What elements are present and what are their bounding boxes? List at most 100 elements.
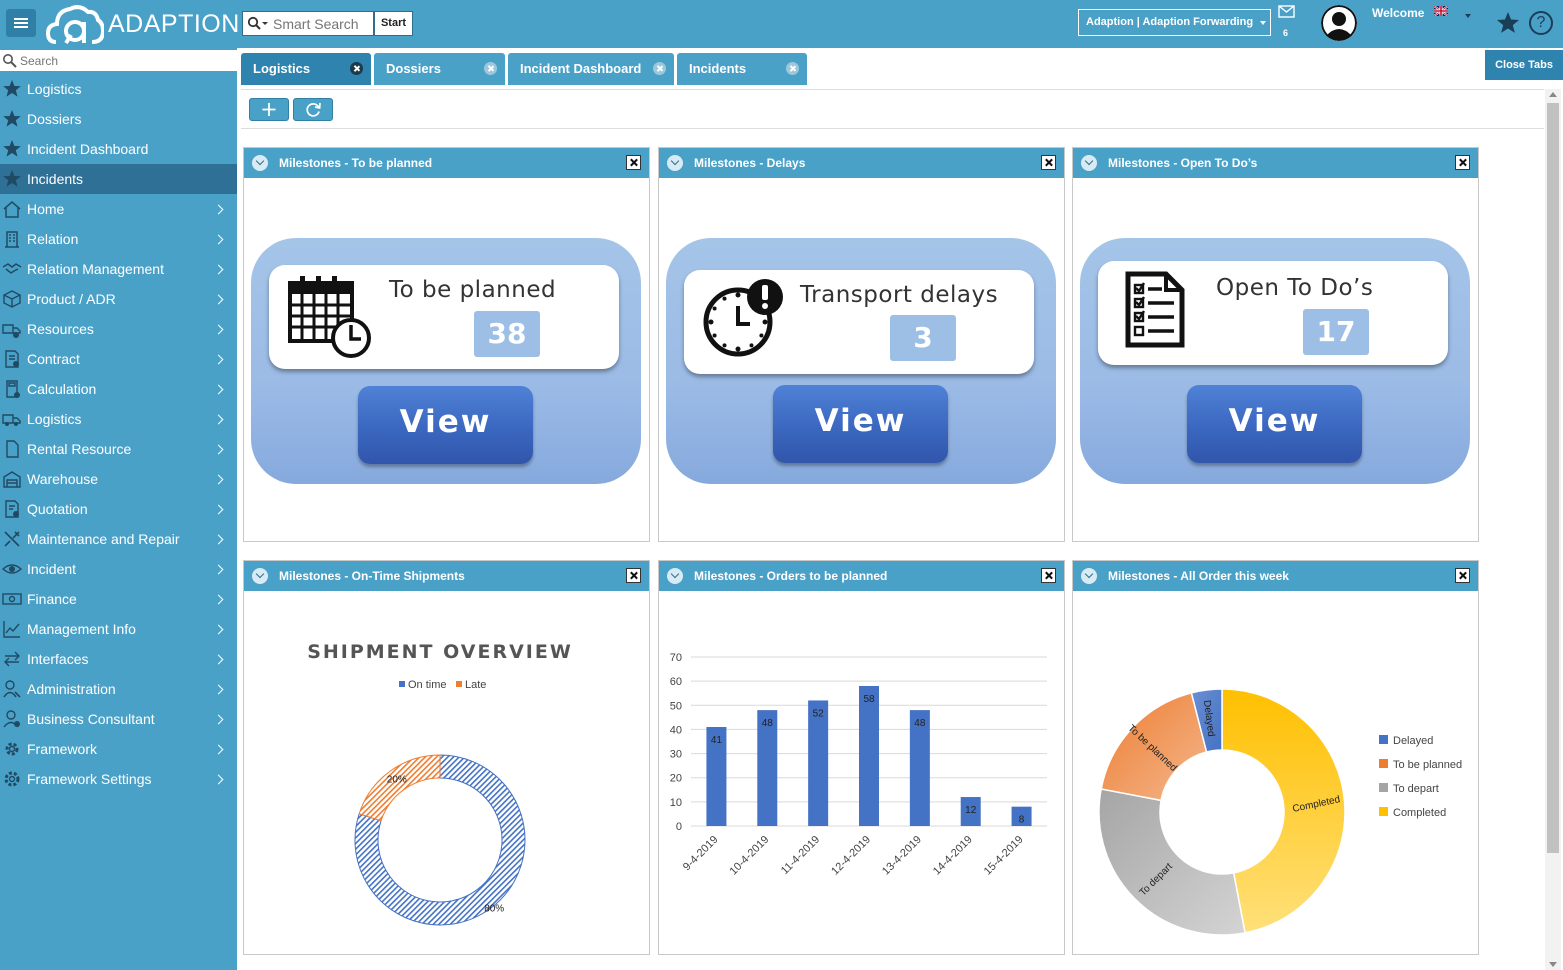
- collapse-toggle-icon[interactable]: [252, 568, 268, 584]
- x-tick-label: 10-4-2019: [727, 834, 771, 878]
- sidebar-item-label: Dossiers: [27, 111, 82, 127]
- add-widget-button[interactable]: [249, 98, 289, 121]
- legend-label: Completed: [1393, 807, 1446, 819]
- close-widget-icon[interactable]: [1455, 568, 1470, 583]
- sidebar-item-incidents[interactable]: Incidents: [0, 164, 237, 194]
- view-button[interactable]: View: [1187, 385, 1362, 463]
- sidebar-search-box[interactable]: [0, 50, 237, 71]
- sidebar-item-incident[interactable]: Incident: [0, 554, 237, 584]
- widget-title: Milestones - On-Time Shipments: [279, 569, 465, 583]
- help-icon[interactable]: ?: [1529, 11, 1553, 35]
- welcome-label[interactable]: Welcome: [1372, 6, 1425, 20]
- kpi-panel: Open To Do’s 17 View: [1080, 238, 1470, 484]
- view-button[interactable]: View: [358, 386, 533, 464]
- y-tick-label: 30: [670, 749, 682, 761]
- close-tab-icon[interactable]: [786, 62, 799, 75]
- app-logo[interactable]: ADAPTION: [46, 2, 240, 46]
- sidebar-item-logistics[interactable]: Logistics: [0, 404, 237, 434]
- hamburger-menu-button[interactable]: [6, 9, 36, 37]
- sidebar-item-label: Logistics: [27, 81, 82, 97]
- chevron-right-icon: [213, 414, 224, 425]
- gears-icon: [4, 771, 20, 787]
- chevron-right-icon: [213, 594, 224, 605]
- vertical-scrollbar[interactable]: [1545, 89, 1561, 970]
- tab-logistics[interactable]: Logistics: [241, 53, 371, 85]
- sidebar-item-relation[interactable]: Relation: [0, 224, 237, 254]
- tab-incident-dashboard[interactable]: Incident Dashboard: [508, 53, 674, 85]
- calculator-icon: [6, 380, 20, 398]
- widget-header: Milestones - Delays: [659, 148, 1064, 178]
- sidebar-item-relation-management[interactable]: Relation Management: [0, 254, 237, 284]
- chevron-right-icon: [213, 714, 224, 725]
- smart-search-input[interactable]: [273, 14, 371, 34]
- sidebar-item-finance[interactable]: Finance: [0, 584, 237, 614]
- sidebar-item-label: Home: [27, 201, 65, 217]
- mail-icon[interactable]: [1278, 5, 1295, 18]
- sidebar-item-maintenance-and-repair[interactable]: Maintenance and Repair: [0, 524, 237, 554]
- sidebar-item-interfaces[interactable]: Interfaces: [0, 644, 237, 674]
- sidebar-item-logistics[interactable]: Logistics: [0, 74, 237, 104]
- scroll-down-icon[interactable]: [1549, 962, 1557, 967]
- close-tabs-button[interactable]: Close Tabs: [1485, 50, 1563, 80]
- close-widget-icon[interactable]: [626, 568, 641, 583]
- collapse-toggle-icon[interactable]: [1081, 568, 1097, 584]
- uk-flag-icon[interactable]: [1434, 6, 1448, 16]
- sidebar-item-home[interactable]: Home: [0, 194, 237, 224]
- user-menu-caret-icon[interactable]: [1465, 14, 1471, 18]
- sidebar-item-resources[interactable]: Resources: [0, 314, 237, 344]
- scrollbar-thumb[interactable]: [1547, 103, 1559, 853]
- sidebar-item-label: Framework: [27, 741, 98, 757]
- close-widget-icon[interactable]: [1455, 155, 1470, 170]
- y-tick-label: 20: [670, 773, 682, 785]
- user-avatar[interactable]: [1321, 5, 1357, 41]
- sidebar-item-calculation[interactable]: Calculation: [0, 374, 237, 404]
- sidebar-item-warehouse[interactable]: Warehouse: [0, 464, 237, 494]
- y-tick-label: 60: [670, 676, 682, 688]
- smart-search-box[interactable]: [242, 11, 374, 36]
- chevron-right-icon: [213, 384, 224, 395]
- organization-select[interactable]: Adaption | Adaption Forwarding: [1078, 9, 1271, 36]
- sidebar-item-dossiers[interactable]: Dossiers: [0, 104, 237, 134]
- kpi-value: 38: [474, 311, 540, 357]
- tab-dossiers[interactable]: Dossiers: [374, 53, 505, 85]
- tab-incidents[interactable]: Incidents: [677, 53, 807, 85]
- close-widget-icon[interactable]: [1041, 568, 1056, 583]
- sidebar-item-administration[interactable]: Administration: [0, 674, 237, 704]
- collapse-toggle-icon[interactable]: [667, 568, 683, 584]
- sidebar-search-input[interactable]: [20, 52, 220, 69]
- chevron-right-icon: [213, 324, 224, 335]
- close-tab-icon[interactable]: [653, 62, 666, 75]
- close-widget-icon[interactable]: [626, 155, 641, 170]
- sidebar-item-contract[interactable]: Contract: [0, 344, 237, 374]
- chevron-right-icon: [213, 354, 224, 365]
- search-dropdown-icon[interactable]: [247, 16, 269, 32]
- kpi-value: 3: [890, 315, 956, 361]
- sidebar-item-label: Framework Settings: [27, 771, 152, 787]
- kpi-card: Transport delays 3: [684, 270, 1034, 374]
- favorites-star-icon[interactable]: [1495, 11, 1521, 35]
- y-tick-label: 0: [676, 821, 682, 833]
- refresh-button[interactable]: [293, 98, 333, 121]
- sidebar-item-framework-settings[interactable]: Framework Settings: [0, 764, 237, 794]
- collapse-toggle-icon[interactable]: [1081, 155, 1097, 171]
- close-tab-icon[interactable]: [350, 62, 363, 75]
- sidebar-item-quotation[interactable]: Quotation: [0, 494, 237, 524]
- line-chart-icon: [3, 621, 20, 638]
- sidebar-item-label: Business Consultant: [27, 711, 155, 727]
- sidebar-item-incident-dashboard[interactable]: Incident Dashboard: [0, 134, 237, 164]
- sidebar-item-label: Management Info: [27, 621, 136, 637]
- legend-label: On time: [408, 679, 447, 691]
- collapse-toggle-icon[interactable]: [252, 155, 268, 171]
- start-search-button[interactable]: Start: [374, 11, 413, 36]
- sidebar-item-business-consultant[interactable]: Business Consultant: [0, 704, 237, 734]
- sidebar-item-management-info[interactable]: Management Info: [0, 614, 237, 644]
- sidebar: Logistics Dossiers Incident Dashboard Incid…: [0, 48, 237, 970]
- sidebar-item-rental-resource[interactable]: Rental Resource: [0, 434, 237, 464]
- sidebar-item-product-adr[interactable]: Product / ADR: [0, 284, 237, 314]
- collapse-toggle-icon[interactable]: [667, 155, 683, 171]
- close-widget-icon[interactable]: [1041, 155, 1056, 170]
- close-tab-icon[interactable]: [484, 62, 497, 75]
- view-button[interactable]: View: [773, 385, 948, 463]
- sidebar-item-framework[interactable]: Framework: [0, 734, 237, 764]
- scroll-up-icon[interactable]: [1549, 92, 1557, 97]
